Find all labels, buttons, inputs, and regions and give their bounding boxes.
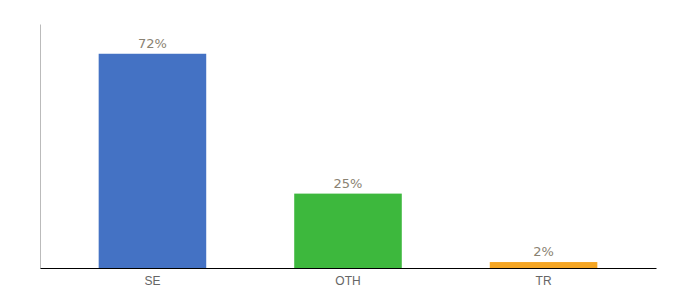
x-tick-label: TR [536,274,552,288]
data-labels: 72% 25% 2% [138,36,554,259]
bar [99,54,207,268]
bars [99,54,598,268]
y-axis [40,25,41,269]
x-tick: OTH [335,274,360,288]
data-label: 2% [533,244,554,259]
bar [294,194,402,268]
x-axis-line [41,268,657,269]
data-label: 25% [334,176,363,191]
x-axis: SE OTH TR [41,269,657,288]
data-label: 72% [138,36,167,51]
y-axis-line [40,25,41,269]
x-tick: TR [536,274,552,288]
x-tick: SE [144,274,160,288]
chart: SE OTH TR 72% 25% 2% [0,0,680,300]
bar [490,262,598,268]
x-tick-label: SE [144,274,160,288]
x-tick-label: OTH [335,274,360,288]
plot-area: SE OTH TR 72% 25% 2% [41,25,657,288]
